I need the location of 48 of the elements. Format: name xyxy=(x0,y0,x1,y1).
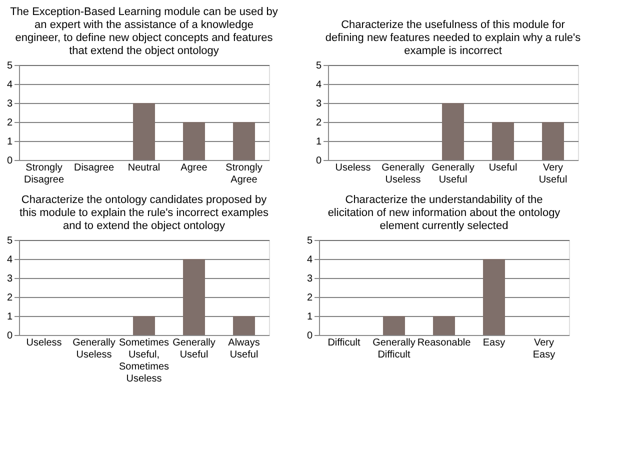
chart-title: Characterize the understandability of the elicitation of new information about the ontology element currently selected xyxy=(328,194,561,232)
y-tick-label: 4 xyxy=(316,80,322,90)
y-tick-label: 4 xyxy=(6,254,13,266)
y-tick-label: 3 xyxy=(316,98,322,110)
x-tick-label: Useless xyxy=(26,338,62,348)
chart-title: Characterize the usefulness of this module for defining new features needed to explain why a rule's example is incorrect xyxy=(325,19,582,57)
y-tick-label: 5 xyxy=(316,60,322,72)
y-tick-label: 0 xyxy=(306,330,313,342)
y-tick-label: 2 xyxy=(316,118,322,128)
x-tick-label: Strongly Agree xyxy=(226,162,262,186)
x-tick-label: Difficult xyxy=(328,338,361,348)
x-tick-label: Generally Useless xyxy=(382,162,424,186)
chart-title: Characterize the ontology candidates proposed by this module to explain the rule's incorrect examples and to extend the object ontology xyxy=(19,194,270,232)
y-tick-label: 0 xyxy=(316,156,322,166)
x-tick-label: Useful xyxy=(488,162,518,174)
y-tick-label: 2 xyxy=(306,292,313,304)
chart-title: The Exception-Based Learning module can be used by an expert with the assistance of a knowledge engineer, to define new object concepts and features that extend the object ontology xyxy=(10,6,278,57)
y-tick-label: 5 xyxy=(6,236,13,246)
x-tick-label: Strongly Disagree xyxy=(24,162,64,186)
x-tick-label: Generally Useful xyxy=(432,162,474,186)
x-tick-label: Generally Useless xyxy=(72,338,116,360)
x-tick-label: Disagree xyxy=(74,162,114,174)
y-tick-label: 1 xyxy=(306,312,313,322)
x-tick-label: Generally Useful xyxy=(172,338,216,360)
y-tick-label: 0 xyxy=(6,330,13,342)
x-tick-label: Easy xyxy=(482,338,506,348)
x-tick-label: Agree xyxy=(180,162,208,174)
x-tick-label: Very Easy xyxy=(532,338,556,360)
x-tick-label: Neutral xyxy=(128,162,160,174)
x-tick-label: Generally Difficult xyxy=(372,338,416,360)
x-tick-label: Always Useful xyxy=(228,338,260,360)
y-tick-label: 1 xyxy=(6,312,13,322)
y-tick-label: 0 xyxy=(6,156,13,166)
y-tick-label: 5 xyxy=(306,236,313,246)
x-tick-label: Reasonable xyxy=(417,338,472,348)
y-tick-label: 3 xyxy=(306,274,313,284)
x-tick-label: Useless xyxy=(335,162,371,174)
y-tick-label: 1 xyxy=(6,136,13,148)
y-tick-label: 3 xyxy=(6,98,13,110)
x-tick-label: Very Useful xyxy=(538,162,568,186)
y-tick-label: 3 xyxy=(6,274,13,284)
y-tick-label: 1 xyxy=(316,136,322,148)
x-tick-label: Sometimes Useful, Sometimes Useless xyxy=(118,338,170,384)
y-tick-label: 4 xyxy=(306,254,313,266)
y-tick-label: 4 xyxy=(6,80,13,90)
y-tick-label: 2 xyxy=(6,292,13,304)
y-tick-label: 5 xyxy=(6,60,13,72)
y-tick-label: 2 xyxy=(6,118,13,128)
